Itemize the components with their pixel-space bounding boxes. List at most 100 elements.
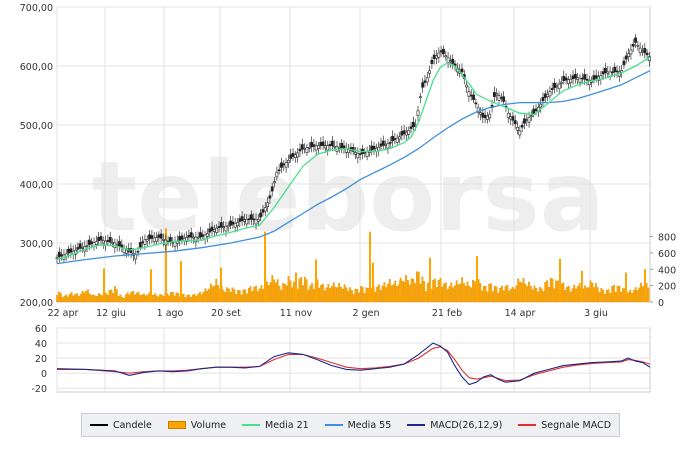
candle-body [486, 115, 489, 120]
legend-label: Volume [190, 419, 227, 431]
candle-body [87, 239, 91, 245]
legend-item: MACD(26,12,9) [407, 420, 502, 431]
volume-bar [468, 286, 471, 303]
candle-body [502, 96, 506, 102]
volume-bar [379, 289, 382, 303]
candle-body [134, 254, 138, 260]
candle-body [206, 233, 209, 237]
volume-bar [222, 290, 225, 303]
candle-body [189, 232, 193, 238]
candle-body [460, 68, 464, 73]
candle-body [199, 232, 202, 238]
candle-body [254, 219, 258, 225]
candle-body [293, 154, 297, 158]
volume-bar [180, 261, 182, 302]
volume-bar [616, 285, 619, 303]
volume-bar [334, 286, 337, 303]
volume-bar [613, 284, 615, 303]
candle-body [467, 91, 471, 97]
volume-bar [253, 286, 256, 303]
volume-bar [581, 270, 583, 302]
macd-tick-label: -20 [31, 384, 47, 395]
volume-bar [278, 286, 281, 303]
volume-bar [350, 290, 353, 303]
candle-body [527, 117, 531, 123]
candle-body [168, 237, 172, 243]
volume-bar [504, 286, 507, 303]
volume-bar [627, 291, 630, 303]
volume-bar [347, 290, 350, 303]
volume-bar [341, 288, 344, 303]
volume-bar [295, 272, 297, 302]
volume-bar [206, 290, 209, 303]
volume-bar [479, 283, 482, 303]
volume-bar [146, 294, 149, 303]
volume-bar [177, 293, 180, 303]
candle-body [118, 241, 121, 247]
candle-body [539, 103, 543, 108]
volume-bar [647, 287, 650, 303]
volume-bar [298, 278, 301, 303]
volume-bar [585, 287, 588, 303]
volume-bar [367, 287, 370, 303]
candle-body [393, 138, 397, 140]
volume-bar [273, 279, 276, 303]
volume-bar [320, 284, 323, 303]
candle-body [291, 153, 295, 157]
candle-body [451, 58, 455, 64]
candle-body [78, 243, 82, 249]
candle-body [67, 248, 70, 254]
candle-body [194, 236, 198, 243]
volume-bar [72, 295, 75, 303]
volume-bar [542, 291, 545, 303]
candle-body [506, 112, 510, 118]
candle-body [550, 88, 554, 91]
volume-bar [74, 294, 77, 303]
candle-body [298, 148, 302, 152]
volume-bar [559, 258, 561, 302]
candle-body [238, 218, 242, 222]
candle-body [249, 214, 253, 220]
macd-panel [56, 327, 651, 393]
candle-body [511, 116, 515, 121]
volume-bar [256, 291, 259, 303]
macd-tick-label: 40 [35, 339, 47, 350]
volume-bar [323, 290, 326, 303]
volume-bar [562, 282, 565, 303]
volume-bar [265, 281, 268, 303]
candle-body [610, 71, 614, 74]
volume-bar [135, 292, 138, 303]
volume-bar [444, 282, 447, 303]
candle-body [157, 234, 161, 238]
volume-bar [115, 289, 118, 303]
volume-bar [576, 285, 579, 303]
volume-bar [535, 288, 538, 303]
volume-bar [560, 283, 563, 303]
volume-bar [557, 280, 559, 303]
volume-bar [327, 283, 330, 303]
candle-body [305, 147, 309, 153]
candle-body [585, 78, 589, 81]
volume-bar [569, 291, 572, 303]
volume-bar [153, 293, 156, 303]
volume-bar [340, 286, 342, 303]
candle-body [90, 241, 94, 244]
volume-bar [385, 287, 388, 303]
volume-bar [204, 288, 207, 303]
volume-bar [358, 292, 360, 303]
candle-body [180, 235, 184, 240]
volume-bar [68, 293, 71, 303]
candle-body [365, 151, 369, 157]
candle-body [277, 169, 281, 172]
candle-body [430, 59, 434, 64]
volume-bar [331, 286, 333, 303]
volume-bar [491, 291, 494, 303]
volume-bar [359, 286, 362, 303]
volume-bar [182, 294, 185, 303]
volume-bar [132, 291, 134, 303]
candle-body [560, 81, 563, 84]
candle-body [236, 222, 239, 227]
volume-bar [226, 287, 228, 303]
volume-bar [126, 292, 129, 303]
